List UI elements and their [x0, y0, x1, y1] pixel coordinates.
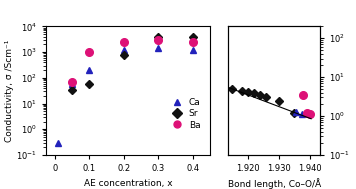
Y-axis label: Conductivity, σ /Scm⁻¹: Conductivity, σ /Scm⁻¹: [5, 40, 14, 142]
Text: La$_{1-x}$AE$_x$CoO$_3$: La$_{1-x}$AE$_x$CoO$_3$: [64, 0, 141, 2]
X-axis label: Bond length, Co–O/Å: Bond length, Co–O/Å: [227, 179, 321, 189]
X-axis label: AE concentration, x: AE concentration, x: [84, 179, 172, 187]
Legend: Ca, Sr, Ba: Ca, Sr, Ba: [166, 96, 202, 131]
